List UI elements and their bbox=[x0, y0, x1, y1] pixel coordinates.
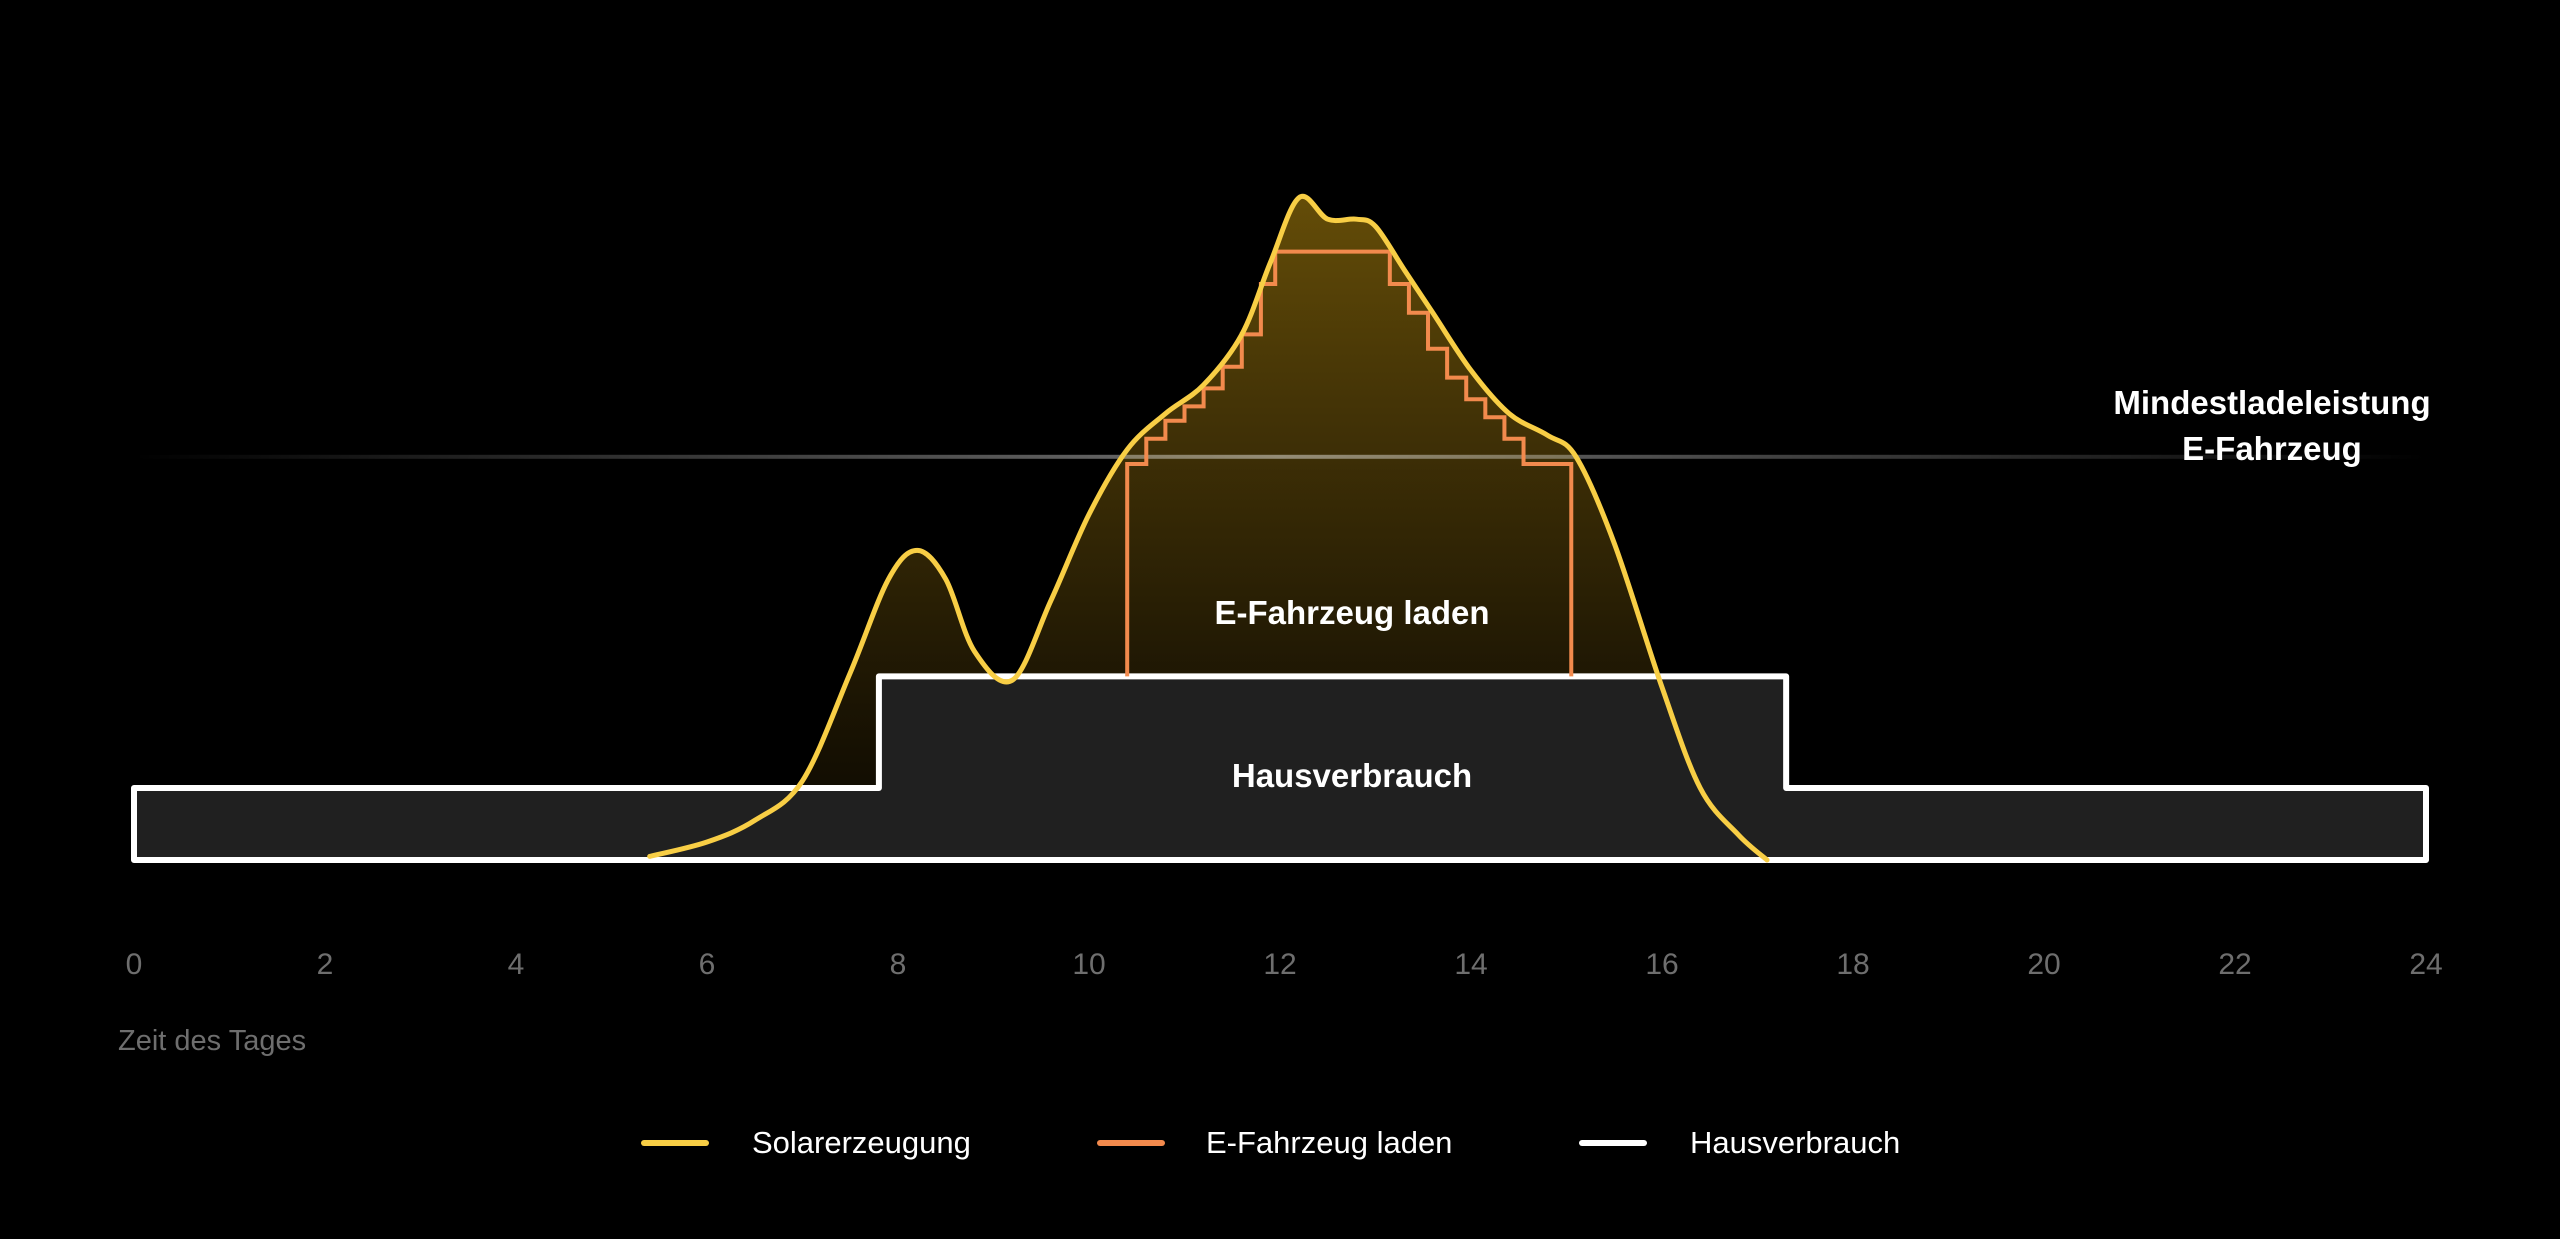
legend-label-house: Hausverbrauch bbox=[1690, 1125, 1900, 1160]
ev-series-group bbox=[1125, 249, 1574, 677]
solar-series-group bbox=[647, 193, 1770, 863]
x-axis-label: Zeit des Tages bbox=[118, 1025, 306, 1057]
x-tick-label: 6 bbox=[699, 948, 716, 981]
x-tick-label: 0 bbox=[126, 948, 143, 981]
x-tick-labels: 0 2 4 6 8 10 12 14 16 18 20 22 24 bbox=[126, 948, 2443, 981]
house-series-group bbox=[131, 673, 2429, 863]
threshold-label-line1: Mindestladeleistung bbox=[2113, 384, 2430, 421]
x-tick-label: 12 bbox=[1263, 948, 1296, 981]
legend-label-solar: Solarerzeugung bbox=[752, 1125, 971, 1160]
x-tick-label: 14 bbox=[1454, 948, 1487, 981]
x-tick-label: 22 bbox=[2218, 948, 2251, 981]
legend: Solarerzeugung E-Fahrzeug laden Hausverbra… bbox=[641, 1125, 1900, 1160]
house-series-line bbox=[131, 673, 2429, 863]
x-tick-label: 4 bbox=[508, 948, 525, 981]
ev-series-line bbox=[1125, 249, 1574, 677]
ev-area-label: E-Fahrzeug laden bbox=[1214, 594, 1489, 631]
x-tick-label: 2 bbox=[317, 948, 334, 981]
x-tick-label: 18 bbox=[1836, 948, 1869, 981]
x-tick-label: 24 bbox=[2409, 948, 2442, 981]
x-tick-label: 16 bbox=[1645, 948, 1678, 981]
threshold-label-line2: E-Fahrzeug bbox=[2182, 430, 2362, 467]
threshold-group bbox=[134, 454, 2426, 459]
x-tick-label: 8 bbox=[890, 948, 907, 981]
solar-series-line bbox=[647, 193, 1770, 863]
x-tick-label: 10 bbox=[1072, 948, 1105, 981]
legend-label-ev: E-Fahrzeug laden bbox=[1206, 1125, 1452, 1160]
threshold-line bbox=[134, 454, 2426, 459]
house-area-label: Hausverbrauch bbox=[1232, 757, 1472, 794]
x-tick-label: 20 bbox=[2027, 948, 2060, 981]
